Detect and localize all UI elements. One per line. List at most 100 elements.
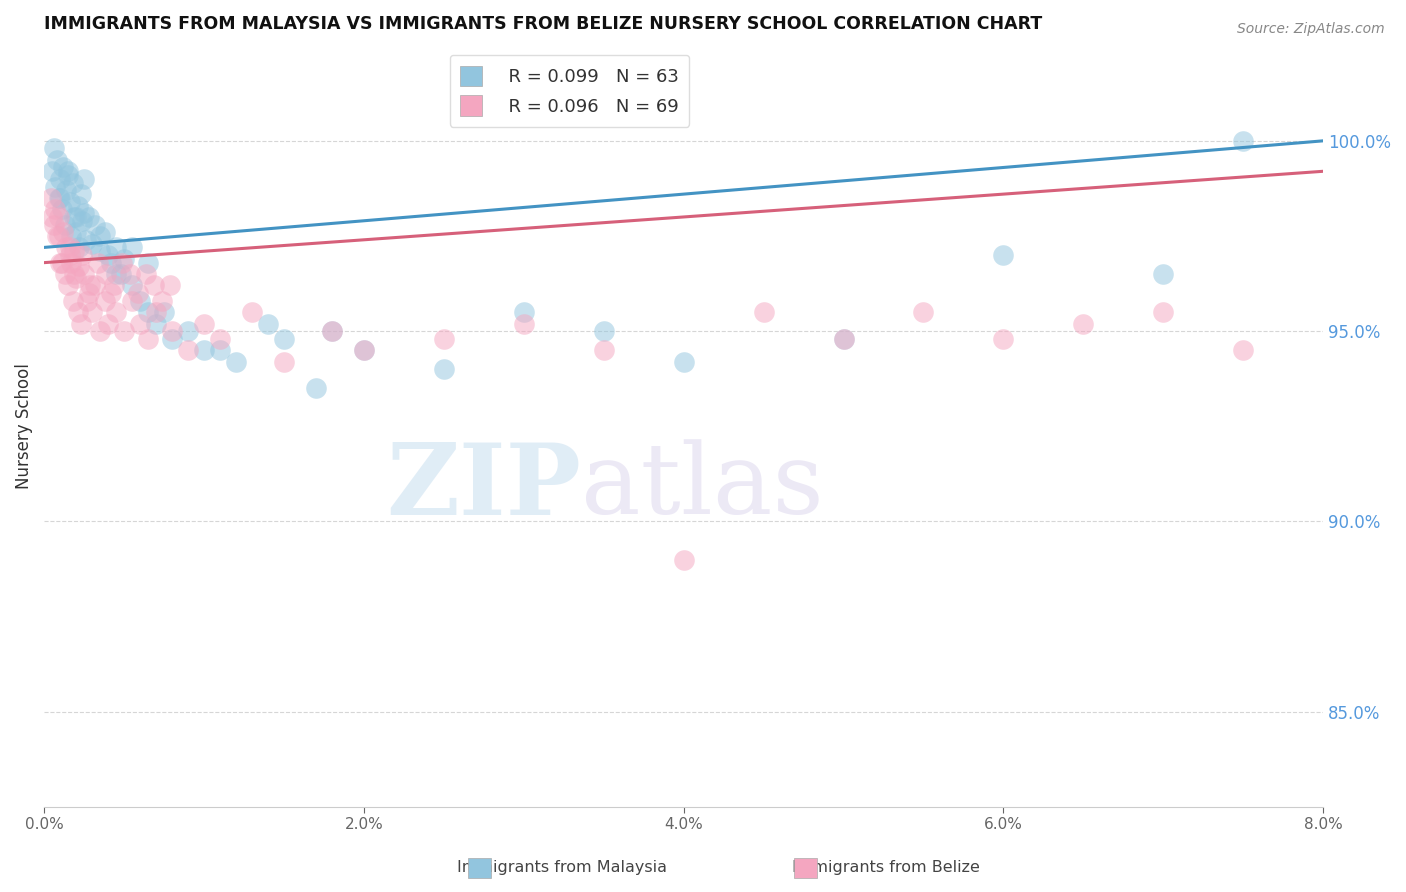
Point xyxy=(56,168,79,182)
Point xyxy=(208,332,231,346)
Point xyxy=(51,255,73,269)
Point xyxy=(111,255,134,269)
Point xyxy=(52,225,75,239)
Legend:   R = 0.099   N = 63,   R = 0.096   N = 69: R = 0.099 N = 63, R = 0.096 N = 69 xyxy=(450,54,689,127)
Point xyxy=(53,218,76,232)
Point xyxy=(59,240,82,254)
Point xyxy=(129,317,152,331)
Point xyxy=(120,267,142,281)
Point xyxy=(177,324,200,338)
Point xyxy=(41,210,63,224)
Point xyxy=(79,278,101,293)
Point xyxy=(55,183,77,197)
Y-axis label: Nursery School: Nursery School xyxy=(15,363,32,490)
Point xyxy=(89,324,111,338)
Point xyxy=(87,255,110,269)
Point xyxy=(832,332,855,346)
Point xyxy=(152,293,174,308)
Point xyxy=(48,191,70,205)
Point xyxy=(56,164,79,178)
Point xyxy=(136,255,159,269)
Text: Source: ZipAtlas.com: Source: ZipAtlas.com xyxy=(1237,22,1385,37)
Point xyxy=(60,255,83,269)
Point xyxy=(145,305,167,319)
Point xyxy=(752,305,775,319)
Point xyxy=(66,305,89,319)
Point xyxy=(63,267,86,281)
Point xyxy=(65,225,87,239)
Point xyxy=(51,202,73,217)
Point xyxy=(121,278,143,293)
Point xyxy=(73,206,96,220)
Point xyxy=(193,343,215,358)
Point xyxy=(65,271,87,285)
Point xyxy=(48,229,70,244)
Point xyxy=(672,552,695,566)
Point xyxy=(73,267,96,281)
Point xyxy=(66,198,89,212)
Point xyxy=(94,293,117,308)
Point xyxy=(672,354,695,368)
Text: IMMIGRANTS FROM MALAYSIA VS IMMIGRANTS FROM BELIZE NURSERY SCHOOL CORRELATION CH: IMMIGRANTS FROM MALAYSIA VS IMMIGRANTS F… xyxy=(44,15,1042,33)
Point xyxy=(592,343,614,358)
Point xyxy=(257,317,280,331)
Text: atlas: atlas xyxy=(581,440,824,535)
Point xyxy=(105,267,128,281)
Point xyxy=(53,267,76,281)
Point xyxy=(832,332,855,346)
Point xyxy=(59,194,82,209)
Text: Immigrants from Belize: Immigrants from Belize xyxy=(792,861,980,875)
Point xyxy=(145,317,167,331)
Point xyxy=(1152,305,1174,319)
Point xyxy=(240,305,263,319)
Point xyxy=(44,202,66,217)
Point xyxy=(59,248,82,262)
Point xyxy=(56,278,79,293)
Point xyxy=(77,286,100,301)
Point xyxy=(60,229,83,244)
Point xyxy=(77,210,100,224)
Point xyxy=(89,244,111,259)
Point xyxy=(273,332,295,346)
Point xyxy=(110,267,132,281)
Point xyxy=(1232,343,1254,358)
Point xyxy=(135,267,157,281)
Point xyxy=(103,278,125,293)
Point xyxy=(105,305,128,319)
Point xyxy=(96,267,118,281)
Point xyxy=(592,324,614,338)
Point xyxy=(143,278,166,293)
Point xyxy=(225,354,247,368)
Text: ZIP: ZIP xyxy=(387,439,581,536)
Point xyxy=(433,332,456,346)
Point xyxy=(160,324,183,338)
Point xyxy=(67,240,90,254)
Point xyxy=(73,172,96,186)
Point xyxy=(62,176,84,190)
Point xyxy=(44,179,66,194)
Point xyxy=(273,354,295,368)
Point xyxy=(62,293,84,308)
Point xyxy=(136,332,159,346)
Point xyxy=(153,305,176,319)
Point xyxy=(912,305,935,319)
Point xyxy=(159,278,181,293)
Text: Immigrants from Malaysia: Immigrants from Malaysia xyxy=(457,861,668,875)
Point xyxy=(105,240,128,254)
Point xyxy=(70,187,93,202)
Point xyxy=(100,255,122,269)
Point xyxy=(160,332,183,346)
Point xyxy=(42,218,65,232)
Point xyxy=(67,260,90,274)
Point xyxy=(1071,317,1094,331)
Point xyxy=(94,225,117,239)
Point xyxy=(84,278,107,293)
Point xyxy=(75,233,97,247)
Point xyxy=(45,229,67,244)
Point xyxy=(52,161,75,175)
Point xyxy=(76,293,98,308)
Point xyxy=(127,286,149,301)
Point xyxy=(121,293,143,308)
Point xyxy=(993,332,1015,346)
Point xyxy=(321,324,343,338)
